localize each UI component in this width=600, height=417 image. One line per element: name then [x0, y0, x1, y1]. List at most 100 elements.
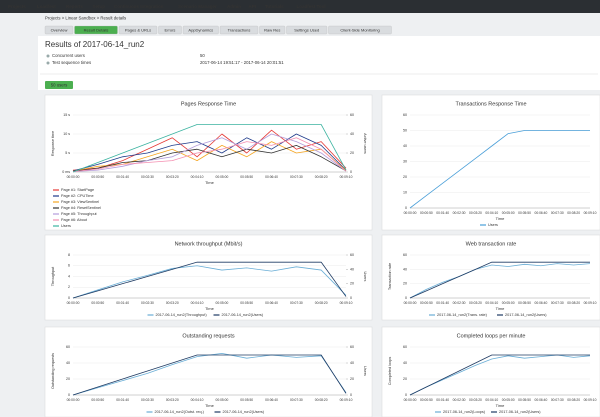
tab[interactable]	[182, 25, 219, 35]
nav-item[interactable]: Loadfest Tool	[297, 4, 326, 9]
nav-item[interactable]: Reports	[66, 4, 83, 9]
series-line	[72, 354, 347, 396]
x-tick-label: 00:00:50	[420, 211, 433, 215]
legend-label[interactable]: Page #6: About	[61, 218, 88, 222]
chart-title: Completed loops per minute	[457, 333, 526, 339]
nav-item[interactable]: Continuous Integration	[114, 4, 164, 9]
x-tick-label: 00:02:30	[453, 398, 466, 402]
x-tick-label: 00:09:10	[340, 301, 353, 305]
tab[interactable]	[118, 25, 158, 35]
legend-label[interactable]: 2017-06-14_run2(Throughput)	[156, 313, 208, 317]
legend-label[interactable]: 2017-06-14_run2(Users)	[223, 410, 265, 414]
x-tick-label: 00:05:50	[240, 301, 253, 305]
tab-label[interactable]: Transactions	[228, 27, 251, 32]
tab[interactable]	[74, 25, 118, 35]
chart-panel	[44, 94, 373, 231]
x-tick-label: 00:05:00	[215, 398, 228, 402]
legend-label[interactable]: 2017-06-14_run2(Users)	[499, 410, 541, 414]
y-tick-label: 60	[403, 113, 407, 117]
nav-item[interactable]: Setup	[93, 4, 106, 9]
tab[interactable]	[158, 25, 182, 35]
x-tick-label: 00:00:50	[420, 398, 433, 402]
breadcrumb[interactable]: Projects > Linear Sandbox > Result detai…	[45, 16, 126, 21]
x-axis-label: Time	[496, 403, 506, 408]
y2-tick-label: 60	[350, 345, 354, 349]
tab-label[interactable]: Overview	[51, 27, 68, 32]
x-tick-label: 00:05:00	[215, 175, 228, 179]
legend-label[interactable]: 2017-06-14_run2(Users)	[222, 313, 264, 317]
tab[interactable]	[259, 25, 286, 35]
x-tick-label: 00:02:30	[141, 398, 154, 402]
nav-item[interactable]: Scenario Manager	[178, 4, 217, 9]
legend-label[interactable]: 2017-06-14_run2(Trans. rate)	[437, 313, 488, 317]
y-tick-label: 10	[403, 190, 407, 194]
x-tick-label: 00:01:40	[436, 301, 449, 305]
series-line	[72, 265, 347, 299]
tab[interactable]	[328, 25, 392, 35]
tab[interactable]	[44, 25, 74, 35]
tab-label[interactable]: AppDynamics	[188, 27, 213, 32]
legend-label[interactable]: 2017-06-14_run2(Outst. req.)	[155, 410, 205, 414]
legend-label[interactable]: Users	[61, 224, 71, 228]
x-tick-label: 00:08:20	[567, 211, 580, 215]
y-tick-label: 40	[66, 361, 70, 365]
legend-label[interactable]: Page #1: StartPage	[61, 188, 94, 192]
y2-tick-label: 40	[350, 361, 354, 365]
x-tick-label: 00:04:10	[485, 211, 498, 215]
legend-label[interactable]: Users	[488, 223, 498, 227]
tab-label[interactable]: Client-Side Monitoring	[340, 27, 379, 32]
series-line	[72, 133, 347, 172]
nav-item[interactable]: Tutorials	[265, 4, 284, 9]
tab-label[interactable]: Raw Res	[264, 27, 280, 32]
nav-item[interactable]: API	[249, 4, 257, 9]
x-tick-label: 00:05:50	[240, 175, 253, 179]
series-line	[72, 133, 347, 173]
x-tick-label: 00:01:40	[116, 175, 129, 179]
x-tick-label: 00:08:20	[567, 398, 580, 402]
nav-item[interactable]: Projects	[8, 4, 26, 9]
y-tick-label: 0	[405, 206, 407, 210]
legend-label[interactable]: Page #3: ViewSentinel	[61, 200, 99, 204]
legend-label[interactable]: Page #4: ResetSentinel	[61, 206, 101, 210]
tab[interactable]	[219, 25, 259, 35]
y-tick-label: 30	[403, 159, 407, 163]
tab-label[interactable]: Pages & URLs	[125, 27, 151, 32]
series-line	[72, 124, 347, 173]
tab[interactable]	[286, 25, 328, 35]
legend-label[interactable]: Page #2: CPUTime	[61, 194, 94, 198]
x-tick-label: 00:08:20	[315, 398, 328, 402]
legend-label[interactable]: 2017-06-14_run2(Loops)	[443, 410, 486, 414]
x-tick-label: 00:04:10	[191, 175, 204, 179]
y-tick-label: 15 s	[63, 113, 70, 117]
tab-label[interactable]: Settings Used	[294, 27, 319, 32]
chart-panel	[381, 326, 600, 417]
tab-label[interactable]: Result Details	[84, 27, 109, 32]
legend-label[interactable]: Page #5: Throughput	[61, 212, 98, 216]
x-tick-label: 00:01:40	[116, 301, 129, 305]
series-line	[409, 354, 590, 396]
info-label: Concurrent users	[52, 53, 85, 58]
chart-title: Transactions Response Time	[455, 101, 526, 107]
x-tick-label: 00:06:40	[265, 398, 278, 402]
users-button-label[interactable]: 50 users	[51, 82, 67, 87]
users-button[interactable]	[45, 81, 73, 89]
y2-axis-label: Active users	[363, 133, 367, 154]
x-tick-label: 00:08:20	[315, 301, 328, 305]
y-tick-label: 0 ms	[62, 170, 70, 174]
page-title: Results of 2017-06-14_run2	[45, 40, 145, 49]
x-axis-label: Time	[205, 403, 215, 408]
x-tick-label: 00:05:50	[240, 398, 253, 402]
tab-label[interactable]: Errors	[165, 27, 176, 32]
y2-axis-label: Users	[363, 272, 367, 282]
nav-item[interactable]: Loadfest	[37, 4, 56, 9]
y2-axis-label: Users	[363, 366, 367, 376]
y-tick-label: 0	[68, 296, 70, 300]
x-tick-label: 00:05:00	[502, 398, 515, 402]
legend-label[interactable]: 2017-06-14_run2(Users)	[505, 313, 547, 317]
x-tick-label: 00:00:00	[67, 175, 80, 179]
x-tick-label: 00:07:30	[290, 301, 303, 305]
nav-item[interactable]: Admin	[227, 4, 241, 9]
x-tick-label: 00:07:30	[290, 398, 303, 402]
y-tick-label: 8	[68, 253, 70, 257]
